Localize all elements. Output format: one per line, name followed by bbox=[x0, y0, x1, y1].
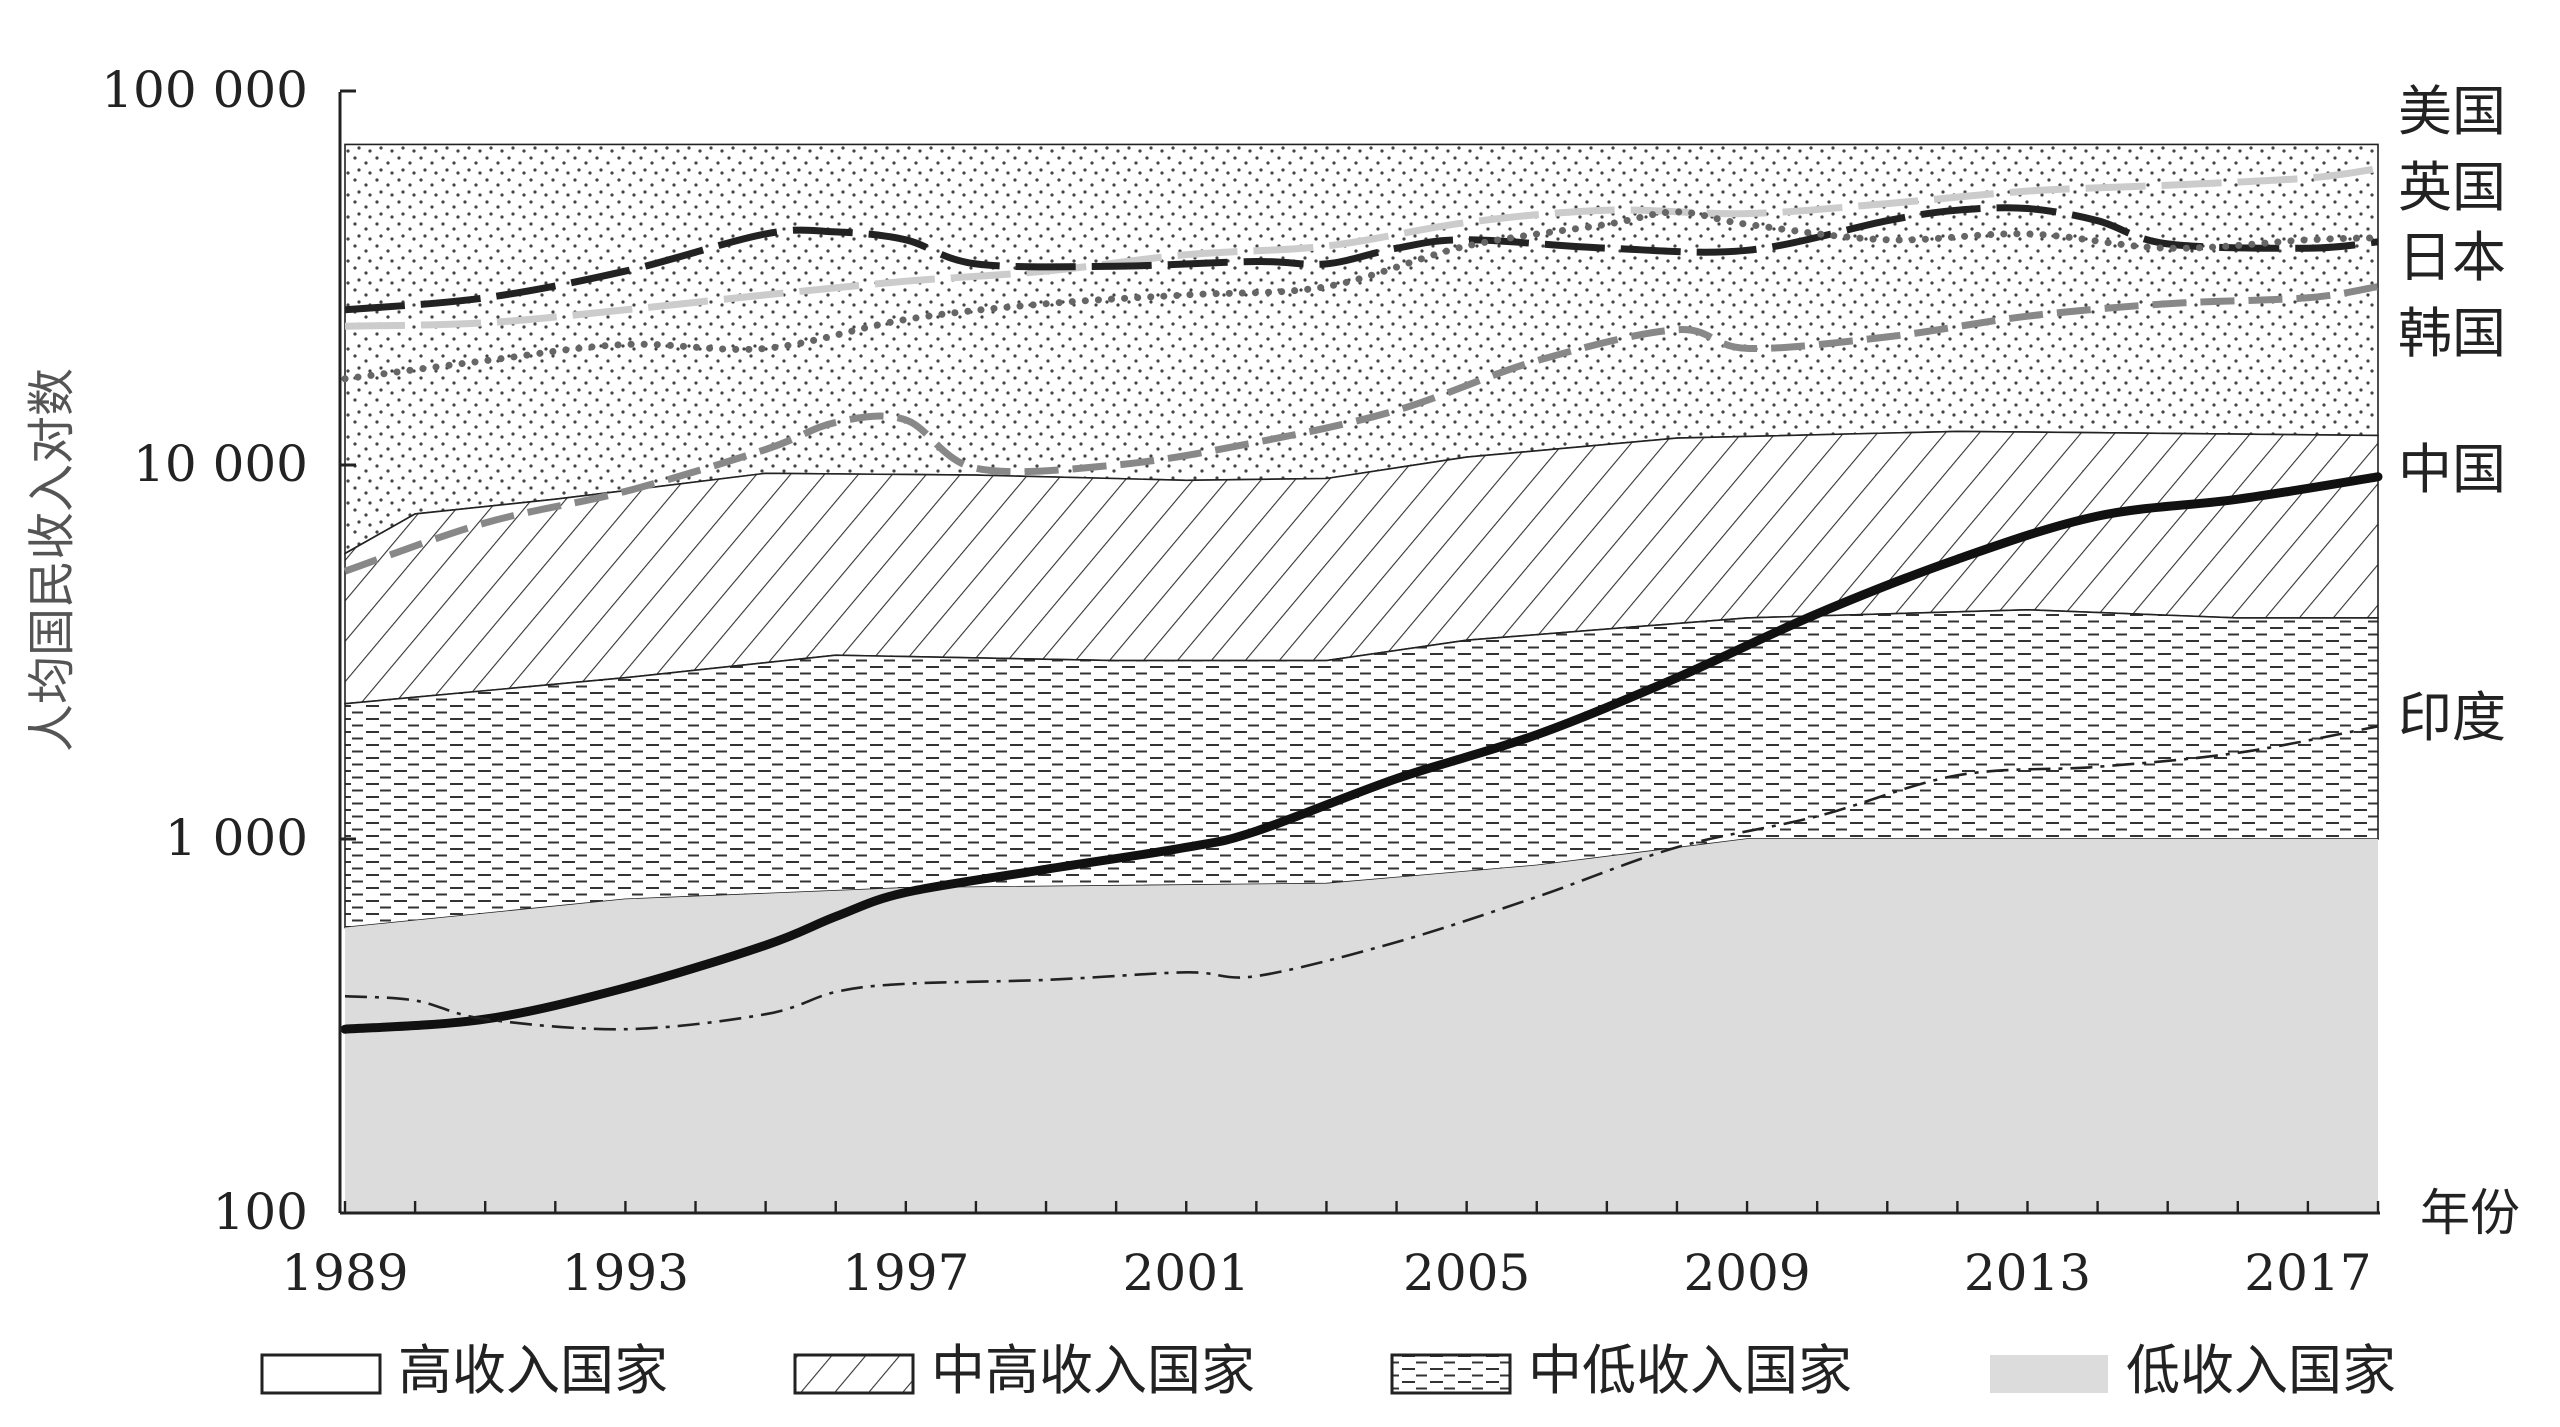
legend-swatch bbox=[260, 1353, 382, 1395]
legend-item-lower-middle: 中低收入国家 bbox=[1390, 1339, 1852, 1402]
band-lower-middle-income bbox=[344, 608, 2379, 929]
x-tick-label: 2009 bbox=[1683, 1244, 1810, 1302]
legend-item-high: 高收入国家 bbox=[260, 1339, 668, 1402]
series-label-usa: 美国 bbox=[2398, 80, 2506, 143]
y-tick-label: 10 000 bbox=[133, 435, 308, 493]
y-tick-label: 1 000 bbox=[165, 809, 308, 867]
y-axis-label: 人均国民收入对数 bbox=[24, 368, 80, 752]
series-line-usa bbox=[344, 165, 2379, 330]
series-label-japan: 日本 bbox=[2398, 226, 2506, 289]
legend-label: 低收入国家 bbox=[2126, 1339, 2396, 1402]
x-tick-label: 2017 bbox=[2244, 1244, 2371, 1302]
series-line-korea bbox=[343, 283, 2379, 575]
series-line-japan bbox=[341, 208, 2382, 383]
y-tick-label: 100 bbox=[213, 1183, 308, 1241]
x-tick-label: 1997 bbox=[842, 1244, 969, 1302]
series-label-korea: 韩国 bbox=[2398, 302, 2506, 365]
x-tick-label: 1989 bbox=[281, 1244, 408, 1302]
x-tick-label: 2001 bbox=[1123, 1244, 1250, 1302]
series-line-india bbox=[344, 725, 2379, 1031]
legend-swatch bbox=[1390, 1353, 1512, 1395]
legend-swatch bbox=[793, 1353, 915, 1395]
legend-item-low: 低收入国家 bbox=[1990, 1339, 2396, 1402]
band-low-income bbox=[345, 839, 2378, 1213]
series-label-uk: 英国 bbox=[2398, 156, 2506, 219]
x-tick-label: 2005 bbox=[1403, 1244, 1530, 1302]
series-label-china: 中国 bbox=[2398, 438, 2506, 501]
x-tick-label: 2013 bbox=[1964, 1244, 2091, 1302]
legend-item-upper-middle: 中高收入国家 bbox=[793, 1339, 1255, 1402]
series-line-uk bbox=[344, 204, 2379, 314]
x-tick-label: 1993 bbox=[562, 1244, 689, 1302]
y-tick-label: 100 000 bbox=[101, 61, 308, 119]
legend-label: 中高收入国家 bbox=[931, 1339, 1255, 1402]
x-axis-unit-label: 年份 bbox=[2420, 1184, 2520, 1242]
series-label-india: 印度 bbox=[2398, 686, 2506, 749]
series-line-china bbox=[340, 472, 2383, 1034]
legend-label: 中低收入国家 bbox=[1528, 1339, 1852, 1402]
legend-label: 高收入国家 bbox=[398, 1339, 668, 1402]
legend-swatch bbox=[1990, 1355, 2108, 1393]
